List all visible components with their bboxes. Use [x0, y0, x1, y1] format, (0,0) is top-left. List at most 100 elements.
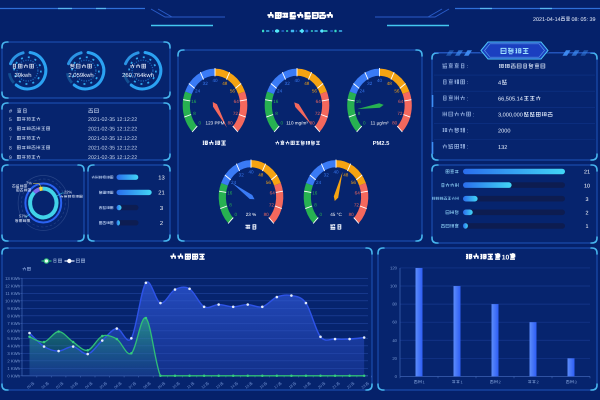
svg-text:132: 132 [498, 145, 507, 151]
svg-text:48: 48 [343, 172, 349, 177]
svg-text::: : [467, 96, 469, 102]
svg-text:10: 10 [172, 384, 178, 390]
svg-text:0: 0 [235, 212, 238, 217]
svg-text:2000: 2000 [498, 129, 510, 135]
svg-text:22%: 22% [64, 190, 72, 195]
svg-text:80: 80 [264, 212, 270, 217]
svg-text:40: 40 [392, 338, 397, 343]
svg-text:4 KWh: 4 KWh [7, 343, 20, 348]
svg-text:32: 32 [239, 172, 245, 177]
svg-text:8: 8 [193, 111, 196, 116]
svg-text:06: 06 [114, 384, 120, 390]
svg-text:2: 2 [537, 380, 540, 385]
svg-text:123 PPM: 123 PPM [206, 121, 225, 126]
svg-text:32: 32 [285, 81, 291, 86]
svg-text:0: 0 [199, 121, 202, 126]
svg-text:16: 16 [191, 99, 197, 104]
svg-text:24: 24 [231, 180, 237, 185]
svg-text:45 °C: 45 °C [330, 212, 342, 217]
svg-text:5: 5 [9, 117, 12, 123]
svg-text:15: 15 [244, 384, 250, 390]
svg-text:3: 3 [160, 205, 163, 212]
svg-text:72: 72 [354, 202, 360, 207]
svg-text:72: 72 [315, 111, 321, 116]
svg-text:48: 48 [222, 81, 228, 86]
svg-text:12 KWh: 12 KWh [5, 283, 21, 288]
svg-text:110 mg/m³: 110 mg/m³ [286, 121, 308, 126]
svg-text:2021-02-35 12:12:22: 2021-02-35 12:12:22 [88, 146, 137, 152]
svg-text:72: 72 [233, 111, 239, 116]
svg-text:1: 1 [461, 380, 464, 385]
svg-text:64: 64 [398, 99, 404, 104]
svg-text:20: 20 [392, 356, 397, 361]
svg-text:56: 56 [312, 88, 318, 93]
svg-text:1: 1 [586, 224, 589, 230]
svg-text:64: 64 [355, 191, 361, 196]
svg-text:9 KWh: 9 KWh [7, 306, 20, 311]
svg-text:80: 80 [310, 121, 316, 126]
svg-text:11 µg/m³: 11 µg/m³ [371, 121, 389, 126]
svg-text:07: 07 [128, 384, 134, 390]
svg-text:56: 56 [266, 180, 272, 185]
svg-text:02: 02 [55, 384, 61, 390]
svg-text:60: 60 [392, 320, 397, 325]
svg-text:16: 16 [312, 191, 318, 196]
svg-text:0: 0 [320, 212, 323, 217]
svg-text:40: 40 [333, 170, 339, 175]
svg-text:2: 2 [160, 220, 163, 227]
svg-text:21: 21 [584, 170, 590, 176]
svg-text:40: 40 [248, 170, 254, 175]
svg-text:7 KWh: 7 KWh [7, 321, 20, 326]
svg-text:8: 8 [9, 146, 12, 152]
svg-text:16: 16 [259, 384, 265, 390]
svg-text:80: 80 [392, 121, 398, 126]
svg-text:2 KWh: 2 KWh [7, 358, 20, 363]
svg-text:21: 21 [332, 384, 338, 390]
svg-text:80: 80 [349, 212, 355, 217]
svg-text:11: 11 [186, 384, 192, 390]
svg-text:8 KWh: 8 KWh [7, 313, 20, 318]
svg-text:#: # [9, 109, 13, 115]
svg-text:18: 18 [288, 384, 294, 390]
svg-text:32: 32 [367, 81, 373, 86]
svg-text:16: 16 [273, 99, 279, 104]
svg-text:13: 13 [215, 384, 221, 390]
svg-text:8: 8 [229, 202, 232, 207]
svg-text:5 KWh: 5 KWh [7, 336, 20, 341]
svg-text:72: 72 [397, 111, 403, 116]
svg-text:2: 2 [499, 380, 502, 385]
svg-text:17: 17 [274, 384, 280, 390]
svg-text:23: 23 [361, 384, 367, 390]
svg-text:24: 24 [277, 88, 283, 93]
svg-text:64: 64 [234, 99, 240, 104]
svg-text:56: 56 [394, 88, 400, 93]
svg-text:9: 9 [9, 155, 12, 161]
svg-text:48: 48 [387, 81, 393, 86]
svg-text:00: 00 [26, 384, 32, 390]
svg-text::: : [467, 64, 469, 70]
svg-text:16: 16 [356, 99, 362, 104]
svg-text:24: 24 [360, 88, 366, 93]
svg-text:40: 40 [377, 78, 383, 83]
svg-text:48: 48 [304, 81, 310, 86]
svg-text:6: 6 [9, 127, 12, 133]
svg-text:19: 19 [303, 384, 309, 390]
svg-text:21: 21 [158, 190, 164, 197]
svg-text:100: 100 [390, 284, 398, 289]
svg-text:2021-04-14: 2021-04-14 [533, 17, 561, 23]
svg-text::: : [467, 145, 469, 151]
svg-text:6 KWh: 6 KWh [7, 328, 20, 333]
svg-text:3,000,000: 3,000,000 [498, 113, 523, 119]
svg-text:66,505.14: 66,505.14 [498, 97, 523, 103]
svg-text:05: 05 [99, 384, 105, 390]
svg-text:10: 10 [584, 183, 590, 189]
svg-text:8: 8 [358, 111, 361, 116]
svg-text:1: 1 [423, 380, 426, 385]
svg-text::: : [473, 112, 475, 118]
svg-text:48: 48 [258, 172, 264, 177]
svg-text:64: 64 [270, 191, 276, 196]
svg-text:260,764kwh: 260,764kwh [122, 72, 154, 79]
svg-text::: : [467, 129, 469, 135]
svg-text:22: 22 [346, 384, 352, 390]
svg-text:04: 04 [84, 384, 90, 390]
